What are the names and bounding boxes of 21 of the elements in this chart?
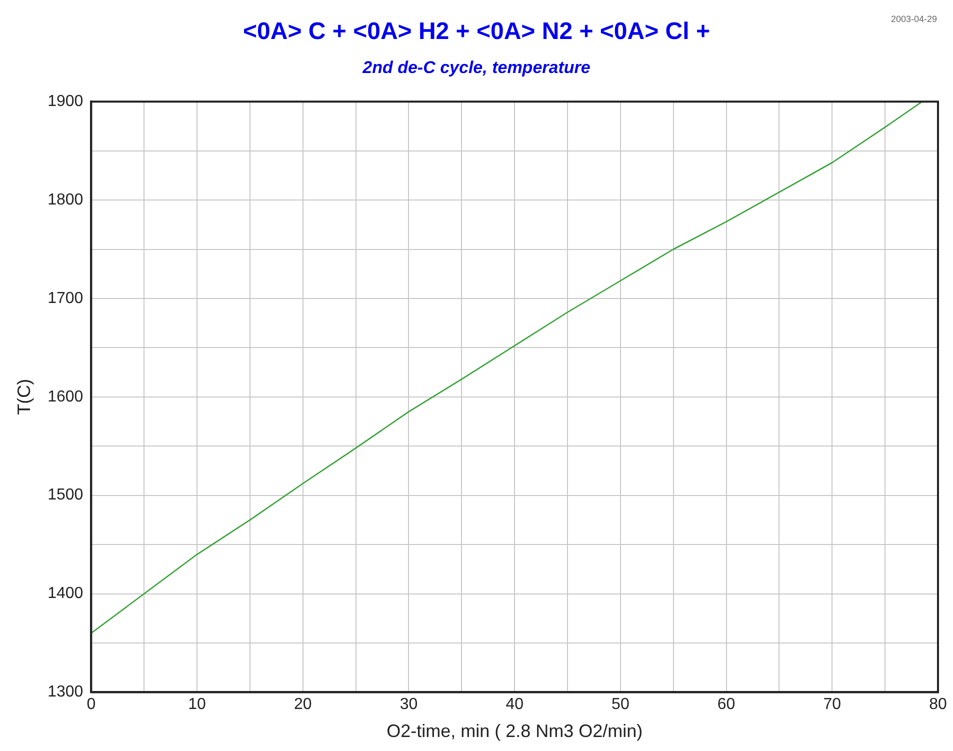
y-tick-label: 1800 [48, 191, 84, 208]
x-tick-label: 50 [612, 696, 630, 714]
x-tick-label: 80 [929, 696, 947, 714]
y-tick-label: 1400 [48, 585, 84, 602]
x-tick-label: 10 [188, 696, 206, 714]
y-tick-label: 1300 [48, 684, 84, 701]
text: 2003-04-29 [890, 14, 937, 24]
chart-title: <0A> C + <0A> H2 + <0A> N2 + <0A> Cl + [243, 18, 710, 45]
x-tick-label: 70 [823, 696, 842, 714]
chart-subtitle: 2nd de-C cycle, temperature [361, 58, 592, 78]
y-tick-label: 1500 [48, 486, 84, 504]
y-tick-label: 1900 [48, 93, 84, 110]
x-axis-title: O2-time, min ( 2.8 Nm3 O2/min) [386, 721, 643, 742]
y-tick-label: 1700 [48, 290, 84, 307]
y-axis-title: T(C) [14, 378, 34, 415]
x-tick-label: 20 [294, 696, 312, 714]
y-tick-label: 1600 [48, 388, 84, 406]
x-tick-label: 30 [400, 696, 418, 714]
x-tick-label: 60 [717, 696, 736, 714]
x-tick-label: 0 [86, 696, 96, 714]
x-tick-label: 40 [506, 696, 524, 714]
